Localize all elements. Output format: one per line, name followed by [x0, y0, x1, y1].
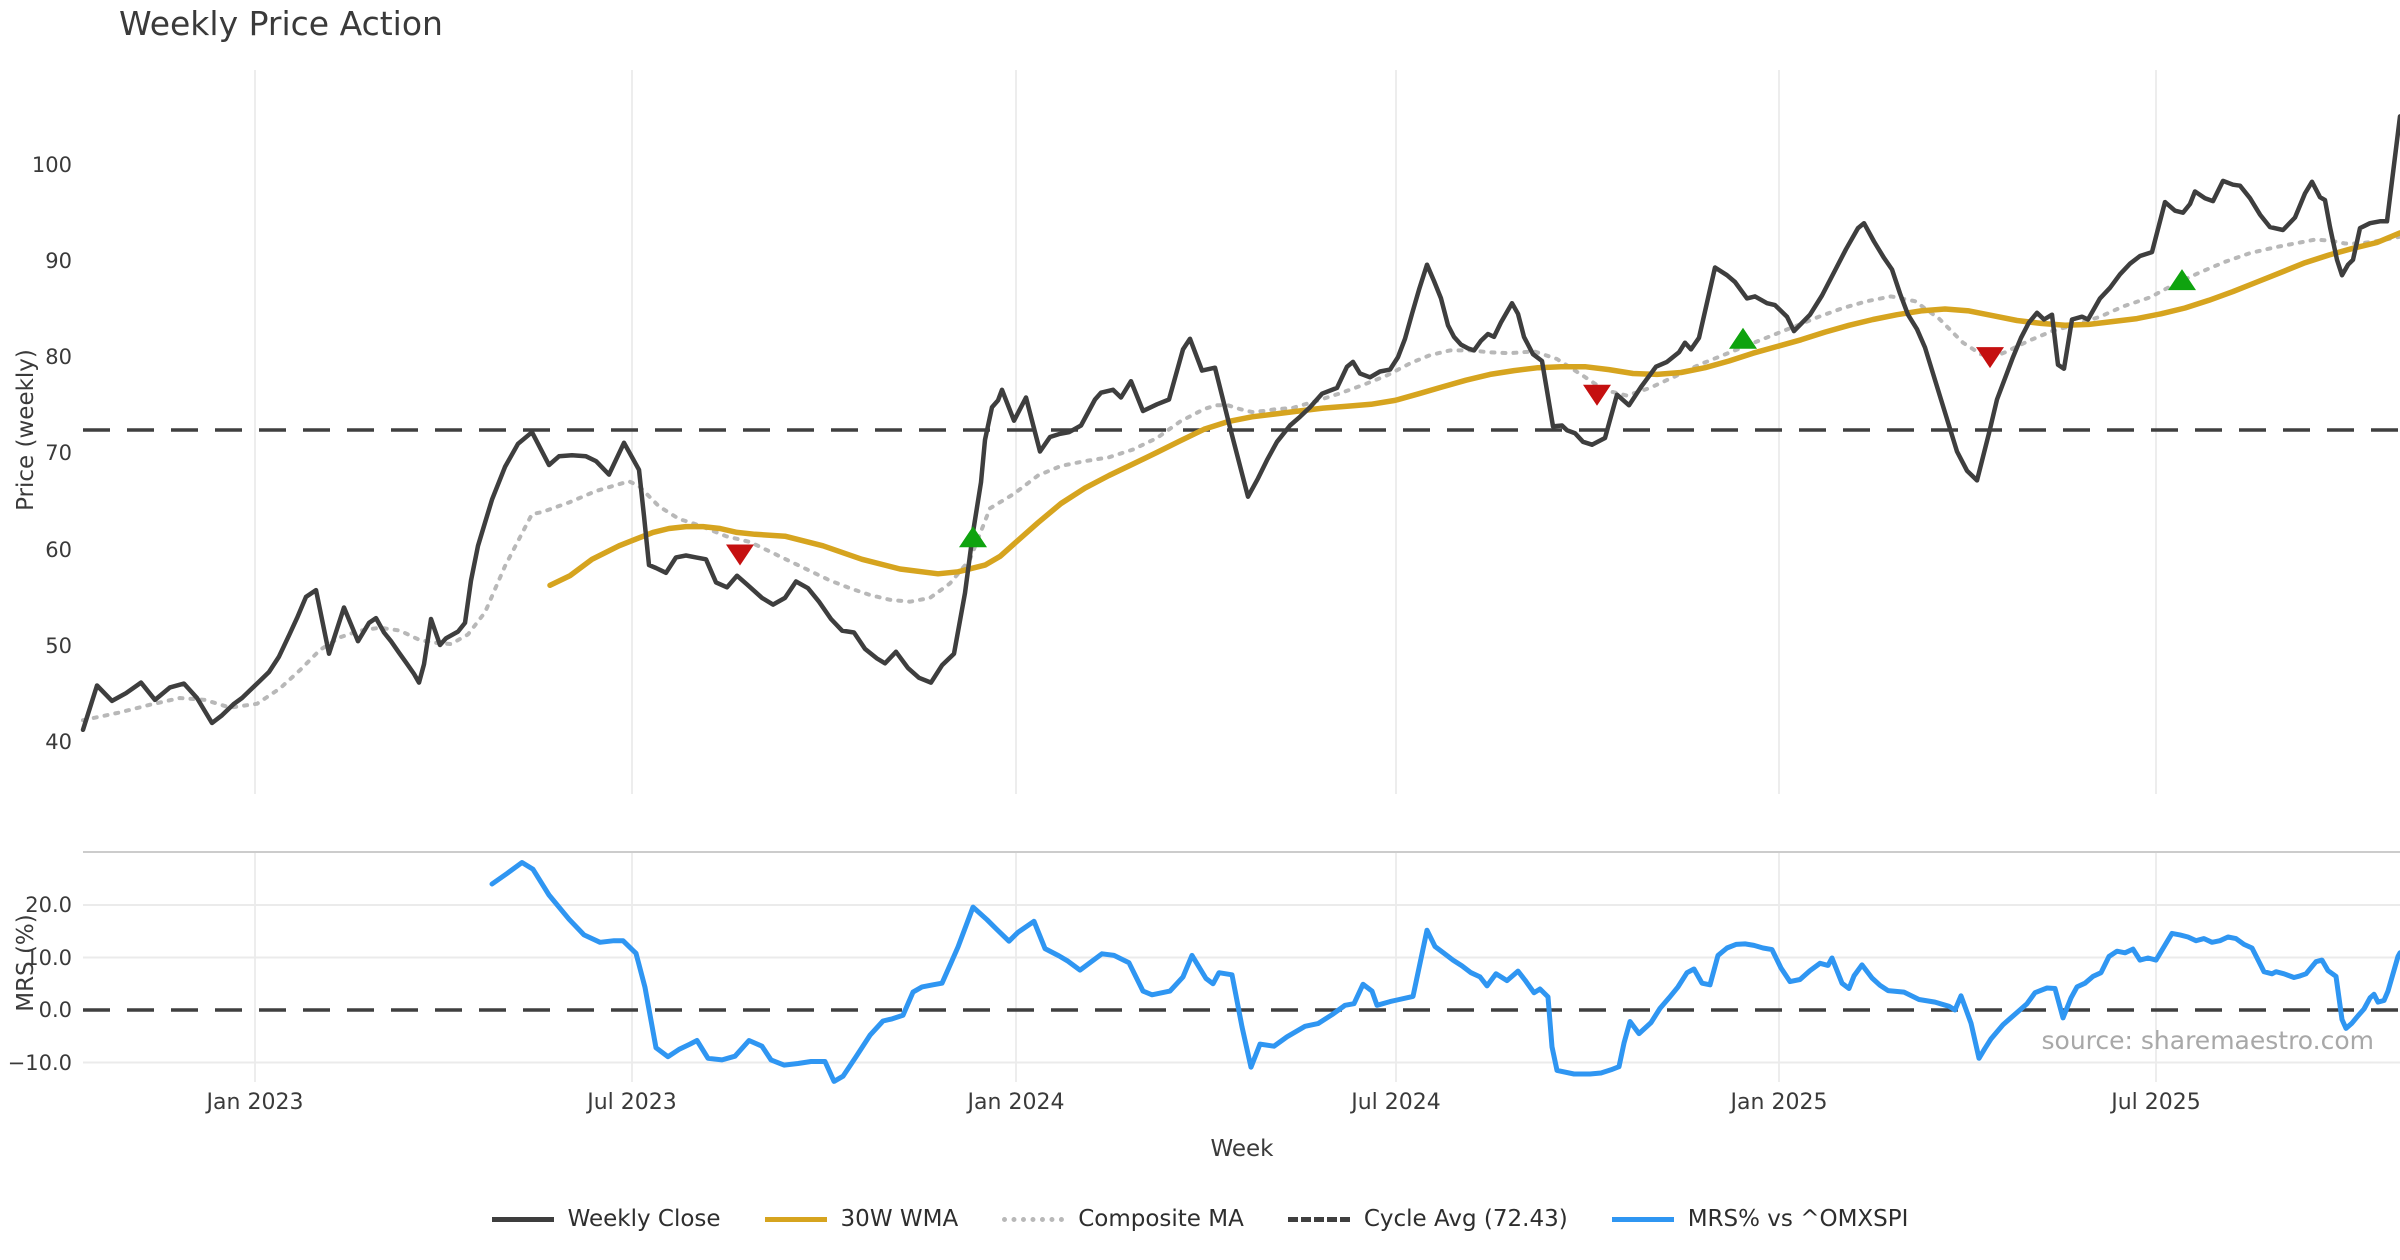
price-tick-label: 70: [45, 441, 72, 465]
source-text: source: sharemaestro.com: [2041, 1026, 2375, 1055]
legend-swatch-30w-wma: [764, 1216, 827, 1222]
x-tick-label: Jan 2023: [206, 1090, 304, 1115]
legend-label: MRS% vs ^OMXSPI: [1687, 1206, 1909, 1232]
legend-swatch-cycle-avg-72-43-: [1287, 1216, 1350, 1222]
price-tick-label: 80: [45, 345, 72, 369]
x-axis-label: Week: [1210, 1136, 1274, 1162]
x-tick-label: Jul 2023: [587, 1090, 677, 1115]
sell-marker: [1583, 384, 1611, 406]
x-tick-label: Jul 2025: [2111, 1090, 2201, 1115]
sell-marker: [726, 544, 754, 566]
legend-swatch-composite-ma: [1002, 1216, 1065, 1222]
mrs-tick-label: 10.0: [25, 946, 72, 970]
legend: Weekly Close 30W WMA Composite MA Cycle Avg…: [0, 1206, 2400, 1232]
price-tick-label: 60: [45, 538, 72, 562]
legend-label: Cycle Avg (72.43): [1363, 1206, 1568, 1232]
sell-marker: [1976, 347, 2004, 369]
x-tick-label: Jan 2025: [1730, 1090, 1828, 1115]
legend-label: Weekly Close: [567, 1206, 721, 1232]
legend-item: MRS% vs ^OMXSPI: [1611, 1206, 1909, 1232]
legend-swatch-mrs-vs-omxspi: [1611, 1216, 1674, 1222]
price-tick-label: 50: [45, 634, 72, 658]
price-axis-label: Price (weekly): [13, 349, 39, 511]
legend-item: 30W WMA: [764, 1206, 959, 1232]
mrs-tick-label: −10.0: [7, 1051, 72, 1075]
mrs-tick-label: 20.0: [25, 893, 72, 917]
legend-item: Weekly Close: [491, 1206, 721, 1232]
x-tick-label: Jan 2024: [967, 1090, 1065, 1115]
legend-item: Cycle Avg (72.43): [1287, 1206, 1568, 1232]
legend-label: Composite MA: [1078, 1206, 1244, 1232]
legend-item: Composite MA: [1002, 1206, 1244, 1232]
legend-label: 30W WMA: [840, 1206, 959, 1232]
price-tick-label: 100: [31, 153, 72, 177]
buy-marker: [1729, 327, 1757, 349]
chart-title: Weekly Price Action: [119, 4, 443, 43]
legend-swatch-weekly-close: [491, 1216, 554, 1222]
weekly-close-line: [80, 114, 2400, 733]
buy-marker: [959, 526, 987, 548]
composite-ma-line: [81, 234, 2400, 723]
price-tick-label: 90: [45, 249, 72, 273]
mrs-line: [489, 860, 2400, 1084]
buy-marker: [2168, 269, 2196, 291]
mrs-tick-label: 0.0: [38, 998, 72, 1022]
x-tick-label: Jul 2024: [1351, 1090, 1441, 1115]
price-tick-label: 40: [45, 730, 72, 754]
30w-wma-line: [547, 230, 2400, 589]
